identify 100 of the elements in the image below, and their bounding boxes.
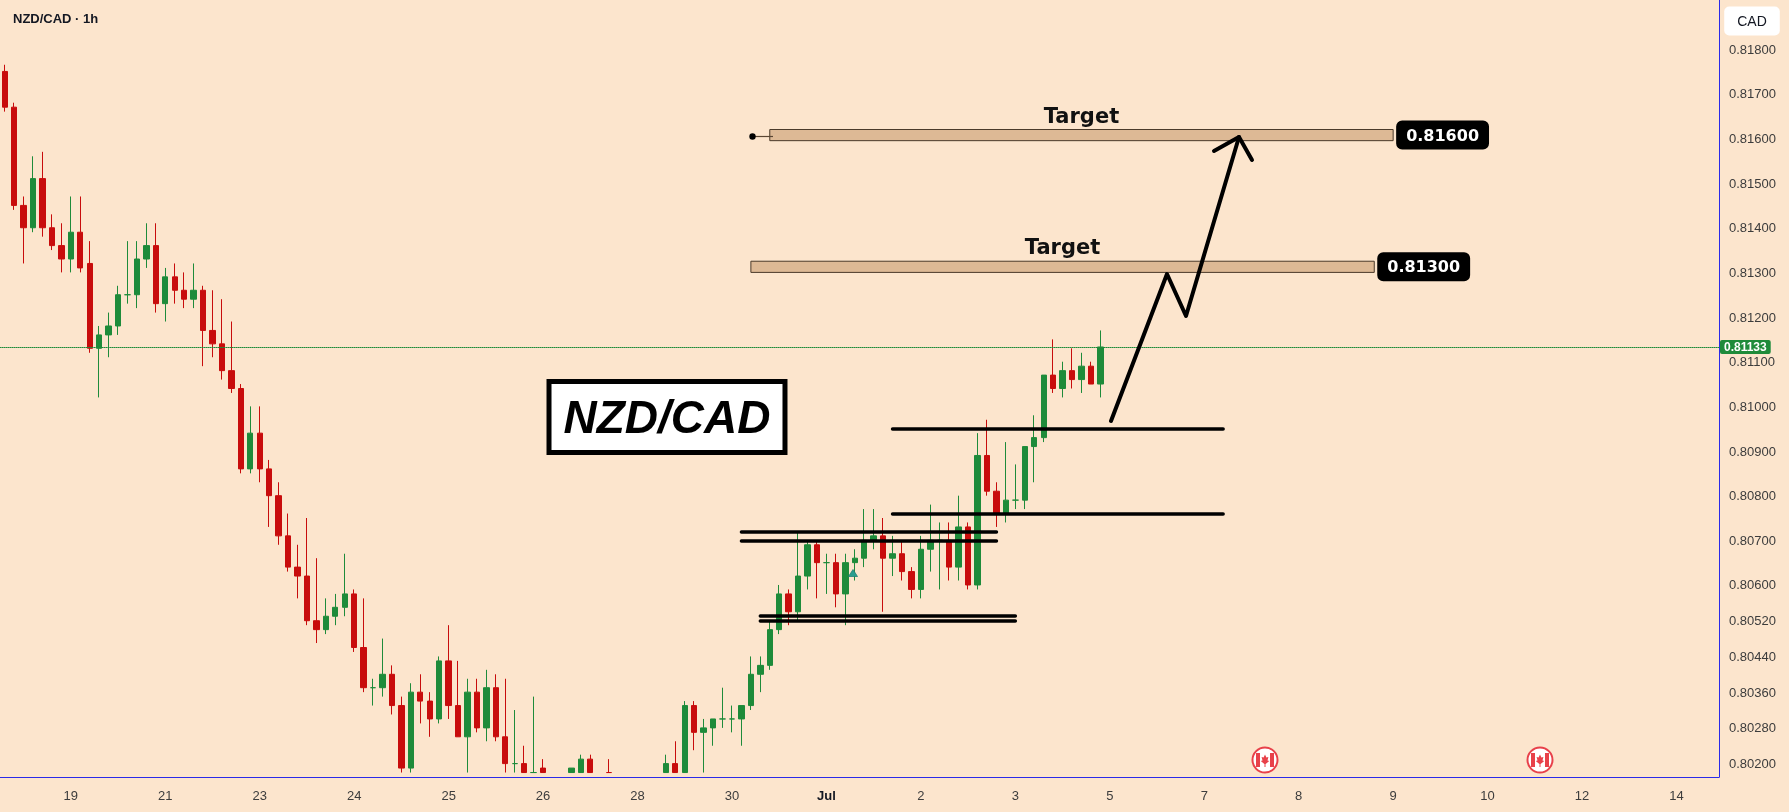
text: NZD/CAD · 1h bbox=[13, 11, 99, 26]
candlestick bbox=[389, 664, 395, 715]
candlestick bbox=[436, 655, 442, 724]
y-tick-label: 0.81700 bbox=[1729, 86, 1776, 102]
candlestick bbox=[143, 222, 150, 269]
candlestick bbox=[134, 240, 140, 309]
candlestick bbox=[767, 620, 773, 671]
candlestick bbox=[11, 102, 17, 211]
annotation: 0.81300 bbox=[1387, 257, 1461, 277]
y-tick-label: 0.80600 bbox=[1729, 577, 1776, 593]
x-tick-label: 5 bbox=[1106, 788, 1114, 803]
candlestick bbox=[757, 655, 764, 693]
y-tick-label: 0.81600 bbox=[1729, 130, 1776, 146]
candlestick bbox=[294, 544, 301, 599]
candlestick bbox=[1031, 414, 1037, 483]
x-tick-label: 8 bbox=[1295, 788, 1303, 803]
candlestick bbox=[209, 289, 216, 358]
candlestick bbox=[190, 262, 197, 309]
x-tick-label: 9 bbox=[1389, 788, 1397, 803]
x-tick-label: 14 bbox=[1669, 788, 1684, 803]
candlestick bbox=[39, 151, 46, 238]
candlestick bbox=[974, 432, 981, 590]
candlestick bbox=[238, 383, 244, 474]
candlestick bbox=[417, 673, 423, 724]
y-tick-label: 0.81000 bbox=[1729, 398, 1776, 414]
y-tick-label: 0.81200 bbox=[1729, 309, 1776, 325]
candlestick bbox=[729, 705, 735, 733]
candlestick bbox=[323, 597, 329, 635]
candlestick bbox=[2, 64, 8, 113]
candlestick bbox=[360, 597, 367, 693]
candlestick bbox=[1003, 441, 1009, 523]
x-tick-label: 3 bbox=[1011, 788, 1019, 803]
candlestick bbox=[200, 285, 206, 367]
candlestick bbox=[748, 655, 754, 711]
candlestick bbox=[984, 419, 990, 497]
y-tick-label: 0.80700 bbox=[1729, 532, 1776, 548]
y-tick-label: 0.80440 bbox=[1729, 648, 1776, 664]
band-label: Target bbox=[1024, 235, 1101, 260]
candlestick bbox=[1050, 338, 1056, 394]
candlestick bbox=[219, 298, 225, 381]
candlestick bbox=[521, 745, 527, 774]
candlestick bbox=[870, 508, 877, 550]
candlestick bbox=[1012, 463, 1019, 510]
candlestick bbox=[946, 521, 952, 582]
candlestick bbox=[445, 624, 452, 720]
candlestick bbox=[342, 553, 348, 617]
candlestick bbox=[993, 481, 1000, 528]
candlestick bbox=[1041, 374, 1047, 443]
y-tick-label: 0.81500 bbox=[1729, 175, 1776, 191]
candlestick bbox=[181, 271, 187, 309]
candlestick bbox=[908, 566, 915, 599]
annotation: NZD/CAD bbox=[563, 391, 771, 443]
candlestick bbox=[228, 321, 235, 394]
ref-line-label: 0.81133 bbox=[1724, 339, 1768, 354]
candlestick bbox=[427, 691, 433, 738]
x-tick-label: 28 bbox=[630, 788, 645, 803]
y-tick-label: 0.80280 bbox=[1729, 720, 1776, 736]
candlestick bbox=[257, 405, 263, 483]
candlestick bbox=[502, 678, 508, 774]
candlestick bbox=[351, 588, 357, 653]
candlestick bbox=[266, 459, 272, 528]
candlestick bbox=[512, 709, 518, 774]
candlestick bbox=[464, 678, 471, 774]
candlestick bbox=[153, 222, 159, 314]
candlestick bbox=[77, 195, 83, 273]
candlestick bbox=[918, 535, 924, 599]
candlestick bbox=[115, 285, 121, 336]
candlestick bbox=[285, 513, 291, 573]
candlestick bbox=[672, 740, 678, 774]
x-tick-label: 23 bbox=[252, 788, 267, 803]
candlestick bbox=[162, 267, 168, 323]
candlestick bbox=[455, 660, 461, 738]
y-tick-label: 0.80800 bbox=[1729, 488, 1776, 504]
y-tick-label: 0.80520 bbox=[1729, 613, 1776, 629]
candlestick bbox=[370, 678, 376, 707]
candlestick bbox=[842, 553, 849, 626]
candlestick bbox=[606, 758, 612, 774]
candlestick bbox=[540, 758, 546, 774]
candlestick bbox=[1078, 352, 1085, 394]
candlestick bbox=[587, 754, 593, 774]
candlestick bbox=[124, 240, 131, 305]
candlestick bbox=[398, 696, 405, 774]
candlestick bbox=[1088, 361, 1094, 385]
candlestick bbox=[738, 705, 745, 747]
candlestick bbox=[313, 557, 320, 644]
x-tick-label: 25 bbox=[441, 788, 456, 803]
candlestick bbox=[172, 262, 178, 305]
candlestick bbox=[275, 481, 282, 546]
candlestick bbox=[1022, 446, 1028, 510]
candlestick bbox=[719, 687, 726, 729]
x-tick-label: 19 bbox=[63, 788, 79, 803]
candlestick bbox=[20, 195, 27, 264]
x-tick-label: 24 bbox=[346, 788, 362, 803]
candlestick bbox=[578, 754, 584, 774]
candlestick bbox=[710, 718, 716, 747]
candlestick bbox=[937, 521, 943, 590]
candlestick bbox=[474, 678, 480, 733]
x-tick-label: 10 bbox=[1480, 788, 1495, 803]
candlestick bbox=[889, 535, 896, 577]
candlestick bbox=[30, 155, 36, 233]
